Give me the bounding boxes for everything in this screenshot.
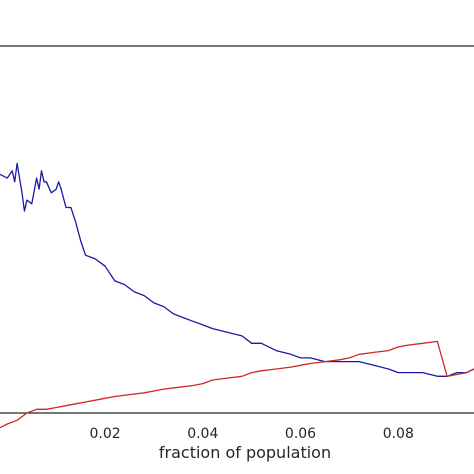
series-layer xyxy=(0,162,474,429)
x-axis-title: fraction of population xyxy=(159,443,331,462)
x-tick-labels: 0.02 0.04 0.06 0.08 xyxy=(90,426,414,442)
x-tick-label: 0.02 xyxy=(90,426,121,442)
series-line-1 xyxy=(0,162,474,377)
series-line-2 xyxy=(0,340,474,429)
x-tick-label: 0.06 xyxy=(285,426,316,442)
x-tick-label: 0.04 xyxy=(187,426,218,442)
x-tick-label: 0.08 xyxy=(383,426,414,442)
